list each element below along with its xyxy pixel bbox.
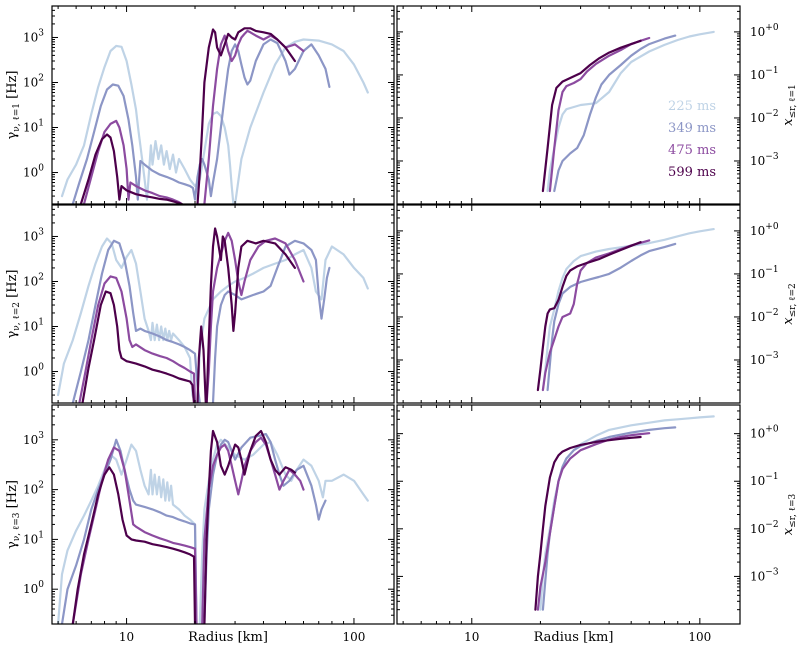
legend-entry: 349 ms [668, 121, 716, 136]
x-tick-label: 10 [464, 630, 479, 644]
y-tick-label: 101 [23, 119, 44, 135]
series-line-225-ms-tail [198, 438, 369, 624]
y-tick-label: 101 [23, 318, 44, 334]
y-tick-label: 10−3 [750, 351, 779, 367]
panel-right-ell-3: 10−3 10−2 10−1 10+0 10 100 Radius [km] x≤r, ℓ=3 [396, 404, 798, 645]
y-tick-label: 10−1 [750, 265, 779, 281]
series-line-225-ms [546, 30, 715, 193]
series-line-225-ms [539, 415, 715, 611]
series-line-225-ms-tail [196, 245, 369, 403]
y-tick-label: 100 [23, 363, 44, 379]
panel-frame [51, 5, 395, 205]
y-tick-label: 10+0 [750, 23, 779, 39]
panel-frame [51, 404, 395, 625]
series-line-599-ms [79, 133, 183, 204]
series-line-349-ms [541, 426, 677, 611]
series-line-475-ms [541, 239, 651, 392]
series-line-599-ms-tail-2 [205, 227, 296, 403]
y-tick-label: 10−2 [750, 308, 779, 324]
y-tick-label: 102 [23, 73, 44, 89]
y-tick-label: 100 [23, 580, 44, 596]
y-axis-label-left: γν, ℓ=3 [Hz] [5, 480, 22, 549]
series-line-475-ms [78, 275, 197, 403]
series-line-599-ms-tail [203, 429, 296, 624]
series-line-475-ms [536, 432, 651, 611]
y-axis-label-right: x≤r, ℓ=2 [781, 283, 798, 325]
y-tick-label: 10−1 [750, 472, 779, 488]
y-tick-label: 10−1 [750, 66, 779, 82]
series-line-225-ms [57, 443, 198, 624]
legend-entry: 225 ms [668, 99, 716, 114]
series-line-475-ms [82, 119, 183, 204]
series-line-225-ms [57, 237, 197, 403]
panel-right-ell-1: 10−3 10−2 10−1 10+0 x≤r, ℓ=1 [396, 5, 798, 205]
y-axis-label-right: x≤r, ℓ=3 [781, 493, 798, 535]
y-tick-label: 102 [23, 481, 44, 497]
series-line-349-ms [60, 438, 198, 624]
x-axis-label: Radius [km] [534, 630, 614, 645]
series-line-475-ms [71, 446, 198, 624]
legend-entry: 599 ms [668, 165, 716, 180]
panel-frame [396, 204, 741, 404]
x-tick-label: 100 [688, 630, 711, 644]
y-axis-label-left: γν, ℓ=2 [Hz] [5, 269, 22, 338]
panel-left-ell-2: 100 101 102 103 γν, ℓ=2 [Hz] [5, 204, 395, 404]
panel-right-ell-2: 10−3 10−2 10−1 10+0 x≤r, ℓ=2 [396, 204, 798, 404]
y-tick-label: 10+0 [750, 222, 779, 238]
series-line-599-ms [536, 241, 642, 392]
legend-entry: 475 ms [668, 143, 716, 158]
panel-frame [396, 404, 741, 625]
y-tick-label: 10−3 [750, 567, 779, 583]
x-tick-label: 100 [343, 630, 366, 644]
series-line-225-ms [541, 228, 715, 392]
series-line-599-ms-tail [196, 27, 296, 204]
x-tick-label: 10 [119, 630, 134, 644]
panel-frame [51, 204, 395, 404]
y-tick-label: 100 [23, 164, 44, 180]
y-tick-label: 10−3 [750, 152, 779, 168]
y-tick-label: 10−2 [750, 520, 779, 536]
y-tick-label: 102 [23, 272, 44, 288]
y-tick-label: 10+0 [750, 425, 779, 441]
series-line-349-ms-tail [211, 239, 331, 403]
y-tick-label: 10−2 [750, 109, 779, 125]
x-axis-label: Radius [km] [188, 630, 268, 645]
series-line-599-ms-tail [196, 325, 207, 403]
series-line-599-ms [81, 290, 196, 403]
series-line-349-ms [71, 38, 331, 204]
y-axis-label-right: x≤r, ℓ=1 [781, 84, 798, 126]
series-line-475-ms-tail [201, 436, 305, 624]
series-line-475-ms-tail [205, 231, 305, 403]
y-tick-label: 101 [23, 530, 44, 546]
y-tick-label: 103 [23, 431, 44, 447]
series-line-225-ms-tail [234, 38, 369, 204]
y-axis-label-left: γν, ℓ=1 [Hz] [5, 70, 22, 139]
series-line-599-ms [71, 466, 197, 624]
y-tick-label: 103 [23, 227, 44, 243]
series-line-349-ms [71, 239, 201, 403]
y-tick-label: 103 [23, 28, 44, 44]
panel-left-ell-3: 100 101 102 103 10 100 Radius [km] γν, ℓ=3 [Hz] [5, 404, 395, 645]
series-line-349-ms [546, 242, 677, 392]
series-line-599-ms [541, 39, 642, 193]
panel-left-ell-1: 100 101 102 103 γν, ℓ=1 [Hz] [5, 5, 395, 205]
series-line-349-ms [553, 34, 677, 193]
series-line-225-ms [60, 44, 235, 204]
series-line-599-ms [534, 435, 642, 611]
legend: 225 ms 349 ms 475 ms 599 ms [668, 99, 716, 180]
